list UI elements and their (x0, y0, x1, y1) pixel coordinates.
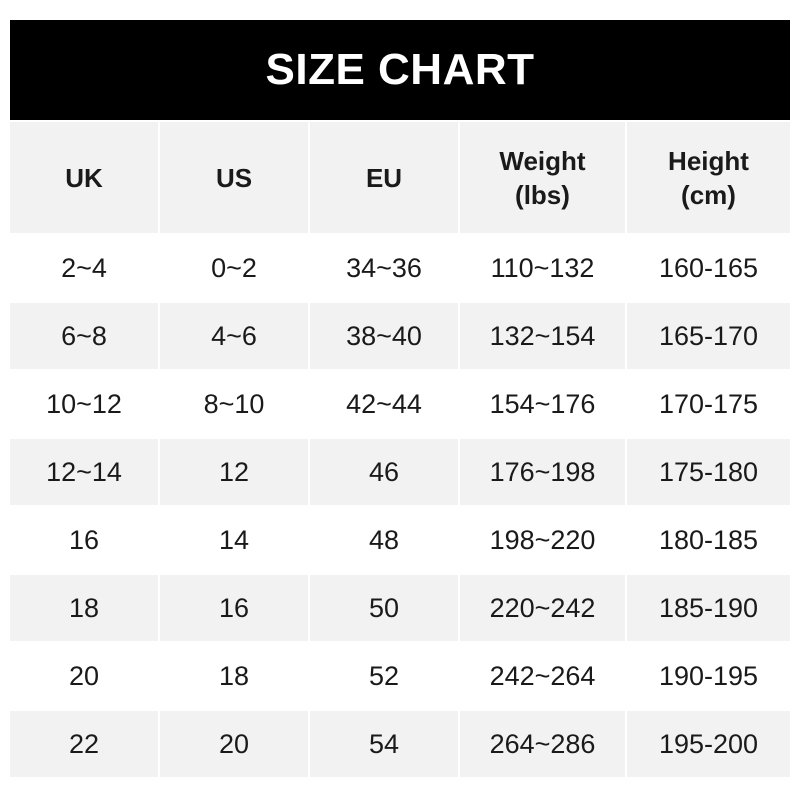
table-cell-weight: 242~264 (460, 643, 625, 709)
table-cell-us: 20 (160, 711, 308, 777)
table-cell-uk: 2~4 (10, 235, 158, 301)
table-cell-eu: 48 (310, 507, 458, 573)
table-cell-weight: 176~198 (460, 439, 625, 505)
table-cell-eu: 46 (310, 439, 458, 505)
table-cell-weight: 264~286 (460, 711, 625, 777)
table-cell-eu: 50 (310, 575, 458, 641)
table-cell-height: 175-180 (627, 439, 790, 505)
table-cell-us: 14 (160, 507, 308, 573)
table-cell-us: 8~10 (160, 371, 308, 437)
table-cell-uk: 10~12 (10, 371, 158, 437)
table-cell-us: 4~6 (160, 303, 308, 369)
column-header-eu: EU (310, 122, 458, 233)
table-cell-eu: 34~36 (310, 235, 458, 301)
column-header-us: US (160, 122, 308, 233)
table-cell-uk: 12~14 (10, 439, 158, 505)
table-cell-weight: 220~242 (460, 575, 625, 641)
table-cell-height: 185-190 (627, 575, 790, 641)
column-header-uk: UK (10, 122, 158, 233)
table-cell-height: 180-185 (627, 507, 790, 573)
table-cell-uk: 6~8 (10, 303, 158, 369)
table-cell-uk: 16 (10, 507, 158, 573)
column-header-height: Height (cm) (627, 122, 790, 233)
table-cell-weight: 198~220 (460, 507, 625, 573)
table-cell-height: 195-200 (627, 711, 790, 777)
table-cell-weight: 110~132 (460, 235, 625, 301)
table-cell-us: 16 (160, 575, 308, 641)
table-cell-uk: 20 (10, 643, 158, 709)
column-header-weight: Weight (lbs) (460, 122, 625, 233)
table-cell-weight: 154~176 (460, 371, 625, 437)
table-cell-weight: 132~154 (460, 303, 625, 369)
size-table: UK US EU Weight (lbs) Height (cm) 2~4 0~2 34~36… (10, 122, 790, 777)
table-cell-us: 18 (160, 643, 308, 709)
table-cell-height: 165-170 (627, 303, 790, 369)
size-chart-title: SIZE CHART (10, 20, 790, 120)
table-cell-height: 190-195 (627, 643, 790, 709)
table-cell-us: 0~2 (160, 235, 308, 301)
table-cell-uk: 22 (10, 711, 158, 777)
table-cell-eu: 52 (310, 643, 458, 709)
table-cell-uk: 18 (10, 575, 158, 641)
table-cell-eu: 38~40 (310, 303, 458, 369)
table-cell-eu: 54 (310, 711, 458, 777)
table-cell-eu: 42~44 (310, 371, 458, 437)
table-cell-us: 12 (160, 439, 308, 505)
table-cell-height: 170-175 (627, 371, 790, 437)
table-cell-height: 160-165 (627, 235, 790, 301)
